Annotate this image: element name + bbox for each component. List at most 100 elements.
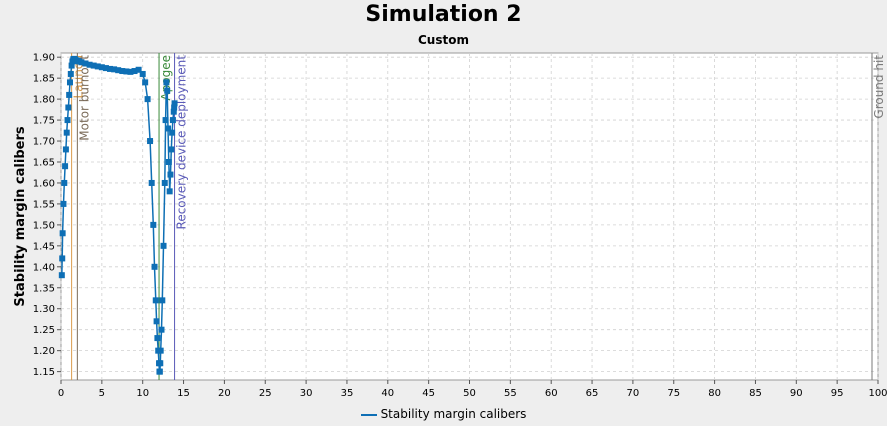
event-label: Recovery device deployment (175, 55, 189, 230)
data-point (165, 159, 172, 165)
data-point (131, 68, 138, 75)
data-point (169, 117, 176, 124)
data-point (150, 221, 157, 228)
data-point (67, 70, 74, 77)
y-tick-label: 1.40 (33, 262, 55, 273)
y-tick-label: 1.75 (33, 116, 55, 127)
data-point (166, 188, 173, 195)
data-point (158, 326, 165, 333)
data-point (68, 62, 75, 69)
data-point (160, 242, 167, 249)
data-point (82, 60, 89, 67)
chart-title: Simulation 2 (365, 2, 522, 27)
data-point (135, 66, 142, 73)
data-point (111, 66, 118, 73)
data-point (167, 171, 174, 178)
x-tick-label: 80 (708, 388, 721, 399)
x-tick-label: 5 (99, 388, 105, 399)
x-tick-label: 55 (504, 388, 517, 399)
data-point (66, 91, 73, 98)
data-point (123, 68, 130, 75)
x-tick-label: 30 (300, 388, 313, 399)
legend-swatch (360, 413, 377, 416)
x-tick-label: 100 (868, 388, 887, 399)
x-tick-label: 10 (136, 388, 149, 399)
event-label: Motor burnout (77, 55, 91, 141)
data-point (161, 179, 168, 186)
x-tick-label: 70 (627, 388, 640, 399)
data-point (162, 117, 169, 124)
data-point (168, 146, 175, 153)
data-point (142, 79, 149, 86)
data-point (66, 79, 73, 86)
event-label: Launch (72, 55, 86, 98)
data-point (65, 104, 72, 111)
legend: Stability margin calibers (0, 407, 887, 421)
y-axis-label: Stability margin calibers (13, 126, 28, 306)
y-tick-label: 1.70 (33, 137, 55, 148)
x-tick-label: 50 (463, 388, 476, 399)
data-point (60, 200, 67, 207)
data-point (153, 318, 160, 325)
data-point (119, 68, 126, 75)
x-tick-label: 15 (177, 388, 190, 399)
data-point (139, 70, 146, 77)
chart-subtitle: Custom (418, 33, 469, 47)
x-tick-label: 85 (749, 388, 762, 399)
data-point (127, 68, 134, 75)
data-point (144, 96, 151, 103)
x-tick-label: 65 (586, 388, 599, 399)
y-tick-label: 1.20 (33, 346, 55, 357)
x-tick-label: 60 (545, 388, 558, 399)
data-point (164, 87, 171, 94)
y-tick-label: 1.60 (33, 178, 55, 189)
data-point (64, 117, 71, 124)
data-point (115, 67, 122, 74)
y-tick-label: 1.35 (33, 283, 55, 294)
data-point (147, 138, 154, 145)
data-point (62, 146, 69, 153)
y-tick-label: 1.15 (33, 367, 55, 378)
data-point (157, 360, 164, 367)
data-point (165, 125, 172, 132)
y-tick-label: 1.45 (33, 241, 55, 252)
data-point (78, 59, 85, 66)
x-tick-label: 75 (667, 388, 680, 399)
data-point (94, 63, 101, 70)
x-tick-label: 35 (341, 388, 354, 399)
x-tick-label: 90 (790, 388, 803, 399)
data-point (163, 79, 170, 86)
data-point (63, 129, 70, 136)
data-point (59, 255, 66, 262)
data-point (152, 297, 159, 304)
data-point (148, 179, 155, 186)
data-point (58, 272, 65, 279)
data-point (156, 368, 163, 375)
data-point (151, 263, 158, 270)
data-point (171, 100, 178, 107)
data-point (159, 297, 166, 304)
event-label: Ground hit (872, 55, 886, 119)
y-tick-label: 1.50 (33, 220, 55, 231)
data-point (154, 335, 161, 342)
y-tick-label: 1.80 (33, 95, 55, 106)
data-point (62, 163, 69, 170)
x-tick-label: 95 (831, 388, 844, 399)
y-tick-label: 1.30 (33, 304, 55, 315)
x-tick-label: 45 (422, 388, 435, 399)
x-tick-label: 40 (381, 388, 394, 399)
data-point (157, 347, 164, 354)
x-tick-label: 20 (218, 388, 231, 399)
data-point (169, 129, 176, 136)
data-point (171, 104, 178, 111)
y-tick-label: 1.85 (33, 74, 55, 85)
x-tick-label: 25 (259, 388, 272, 399)
data-point (59, 230, 66, 237)
data-point (61, 179, 68, 186)
y-tick-label: 1.25 (33, 325, 55, 336)
data-point (102, 65, 109, 72)
data-point (90, 62, 97, 69)
legend-label: Stability margin calibers (380, 407, 527, 421)
x-tick-label: 0 (58, 388, 64, 399)
